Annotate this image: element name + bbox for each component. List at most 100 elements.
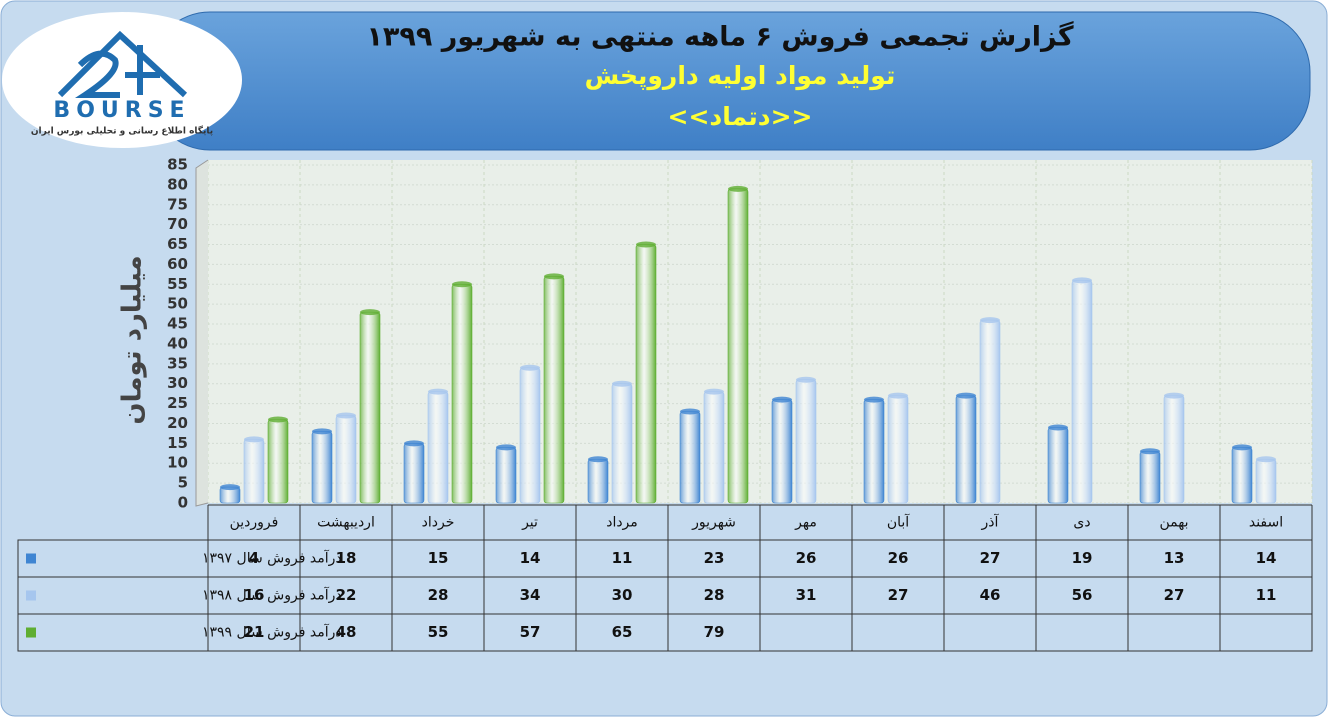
axis-wall bbox=[195, 159, 209, 507]
bar bbox=[359, 311, 381, 504]
bar-cap bbox=[956, 392, 976, 399]
data-label: 21 bbox=[244, 623, 265, 641]
y-tick-label: 75 bbox=[167, 195, 188, 213]
bar-cap bbox=[1048, 424, 1068, 431]
x-tick-label: اردیبهشت bbox=[317, 515, 375, 531]
y-tick-label: 40 bbox=[167, 334, 188, 352]
x-tick-label: بهمن bbox=[1159, 515, 1188, 531]
legend-label: درآمد فروش سال ۱۳۹۷ bbox=[202, 550, 342, 567]
data-label: 28 bbox=[704, 586, 725, 604]
data-label: 16 bbox=[244, 586, 265, 604]
bar-cap bbox=[220, 484, 240, 491]
y-tick-label: 65 bbox=[167, 235, 188, 253]
x-tick-label: خرداد bbox=[422, 515, 455, 531]
bar-cap bbox=[796, 376, 816, 383]
bar-cap bbox=[312, 428, 332, 435]
x-tick-label: مرداد bbox=[606, 515, 638, 531]
y-tick-label: 35 bbox=[167, 354, 188, 372]
data-label: 22 bbox=[336, 586, 357, 604]
data-label: 27 bbox=[888, 586, 909, 604]
x-tick-label: تیر bbox=[521, 515, 538, 531]
data-label: 18 bbox=[336, 549, 357, 567]
bar-cap bbox=[244, 436, 264, 443]
bar bbox=[703, 391, 725, 504]
bar bbox=[1231, 447, 1253, 504]
data-label: 57 bbox=[520, 623, 541, 641]
data-label: 55 bbox=[428, 623, 449, 641]
data-label: 11 bbox=[1256, 586, 1277, 604]
bar bbox=[1163, 395, 1185, 504]
bar bbox=[427, 391, 449, 504]
logo-name: BOURSE bbox=[53, 98, 190, 123]
bar-cap bbox=[728, 185, 748, 192]
bar-cap bbox=[588, 456, 608, 463]
bar bbox=[587, 458, 609, 504]
data-label: 31 bbox=[796, 586, 817, 604]
legend-swatch bbox=[26, 590, 36, 601]
bar bbox=[543, 276, 565, 504]
data-label: 27 bbox=[1164, 586, 1185, 604]
y-tick-label: 70 bbox=[167, 215, 188, 233]
logo-bg bbox=[2, 12, 242, 148]
chart-symbol: <<دتماد>> bbox=[668, 102, 813, 131]
bar-cap bbox=[452, 281, 472, 288]
legend-swatch bbox=[26, 627, 36, 638]
bar-cap bbox=[1164, 392, 1184, 399]
x-tick-label: اسفند bbox=[1249, 515, 1283, 531]
bar bbox=[771, 399, 793, 504]
bar bbox=[495, 447, 517, 504]
x-tick-label: فروردین bbox=[230, 515, 279, 531]
data-label: 34 bbox=[520, 586, 541, 604]
bar bbox=[243, 439, 265, 504]
y-tick-label: 30 bbox=[167, 374, 188, 392]
chart-subtitle: تولید مواد اولیه داروپخش bbox=[585, 61, 896, 91]
y-tick-label: 5 bbox=[178, 474, 188, 492]
bar bbox=[519, 367, 541, 504]
data-label: 27 bbox=[980, 549, 1001, 567]
y-tick-label: 20 bbox=[167, 414, 188, 432]
y-tick-label: 10 bbox=[167, 454, 188, 472]
bar bbox=[335, 415, 357, 504]
bar bbox=[611, 383, 633, 504]
bar-cap bbox=[336, 412, 356, 419]
bar-cap bbox=[360, 309, 380, 316]
y-axis-label: میلیارد تومان bbox=[118, 255, 148, 424]
plot-area bbox=[208, 160, 1312, 503]
bar-cap bbox=[496, 444, 516, 451]
data-label: 19 bbox=[1072, 549, 1093, 567]
legend-label: درآمد فروش سال ۱۳۹۸ bbox=[202, 587, 342, 604]
data-label: 56 bbox=[1072, 586, 1093, 604]
bar bbox=[679, 411, 701, 504]
bar-cap bbox=[268, 416, 288, 423]
data-label: 23 bbox=[704, 549, 725, 567]
data-label: 28 bbox=[428, 586, 449, 604]
y-tick-label: 25 bbox=[167, 394, 188, 412]
data-label: 13 bbox=[1164, 549, 1185, 567]
bar bbox=[727, 188, 749, 504]
legend-swatch bbox=[26, 553, 36, 564]
y-tick-label: 55 bbox=[167, 275, 188, 293]
bar-cap bbox=[1256, 456, 1276, 463]
chart-title: گزارش تجمعی فروش ۶ ماهه منتهی به شهریور … bbox=[366, 21, 1073, 53]
y-tick-label: 15 bbox=[167, 434, 188, 452]
data-label: 46 bbox=[980, 586, 1001, 604]
data-label: 4 bbox=[249, 549, 259, 567]
bar-cap bbox=[888, 392, 908, 399]
bar-cap bbox=[520, 364, 540, 371]
x-tick-label: مهر bbox=[794, 515, 817, 531]
logo-mark bbox=[57, 30, 188, 98]
x-tick-label: شهریور bbox=[691, 515, 736, 531]
bar bbox=[979, 319, 1001, 504]
legend-label: درآمد فروش سال ۱۳۹۹ bbox=[202, 624, 342, 641]
bar bbox=[1139, 451, 1161, 504]
logo-tagline: پایگاه اطلاع رسانی و تحلیلی بورس ایران bbox=[31, 125, 213, 137]
y-tick-label: 0 bbox=[178, 494, 188, 512]
data-label: 48 bbox=[336, 623, 357, 641]
x-tick-label: آذر bbox=[981, 514, 1000, 531]
bar-cap bbox=[864, 396, 884, 403]
data-label: 65 bbox=[612, 623, 633, 641]
bar-cap bbox=[772, 396, 792, 403]
data-label: 26 bbox=[796, 549, 817, 567]
bar bbox=[635, 244, 657, 504]
